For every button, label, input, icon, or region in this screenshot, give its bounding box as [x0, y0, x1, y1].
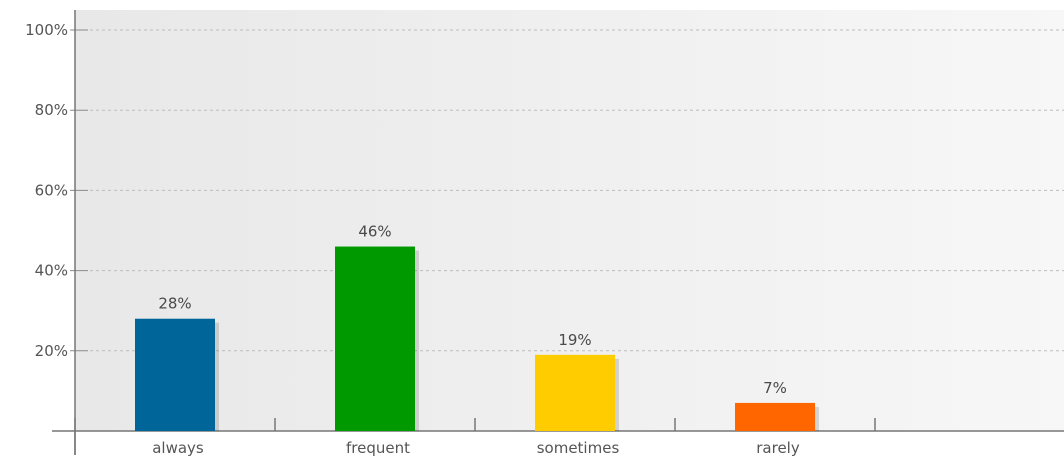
x-tick-label: rarely	[756, 439, 800, 457]
data-label: 19%	[558, 331, 591, 349]
x-tick-label: always	[152, 439, 204, 457]
x-tick-label: sometimes	[537, 439, 620, 457]
data-label: 46%	[358, 223, 391, 241]
data-label: 7%	[763, 379, 787, 397]
bar-always	[135, 318, 215, 431]
y-tick-label: 60%	[35, 181, 68, 199]
bar-rarely	[735, 402, 815, 431]
bars: 28% 46% 19% 7%	[74, 223, 876, 455]
x-tick-label: frequent	[346, 439, 410, 457]
bar-frequent	[335, 246, 415, 431]
bar-sometimes	[535, 354, 615, 431]
y-tick-label: 100%	[25, 21, 68, 39]
gridlines	[70, 29, 1064, 352]
y-tick-label: 80%	[35, 101, 68, 119]
y-tick-label: 20%	[35, 342, 68, 360]
x-tick-labels: always frequent sometimes rarely	[152, 439, 800, 457]
y-tick-label: 40%	[35, 262, 68, 280]
y-tick-labels: 20% 40% 60% 80% 100%	[25, 21, 68, 360]
data-label: 28%	[158, 295, 191, 313]
